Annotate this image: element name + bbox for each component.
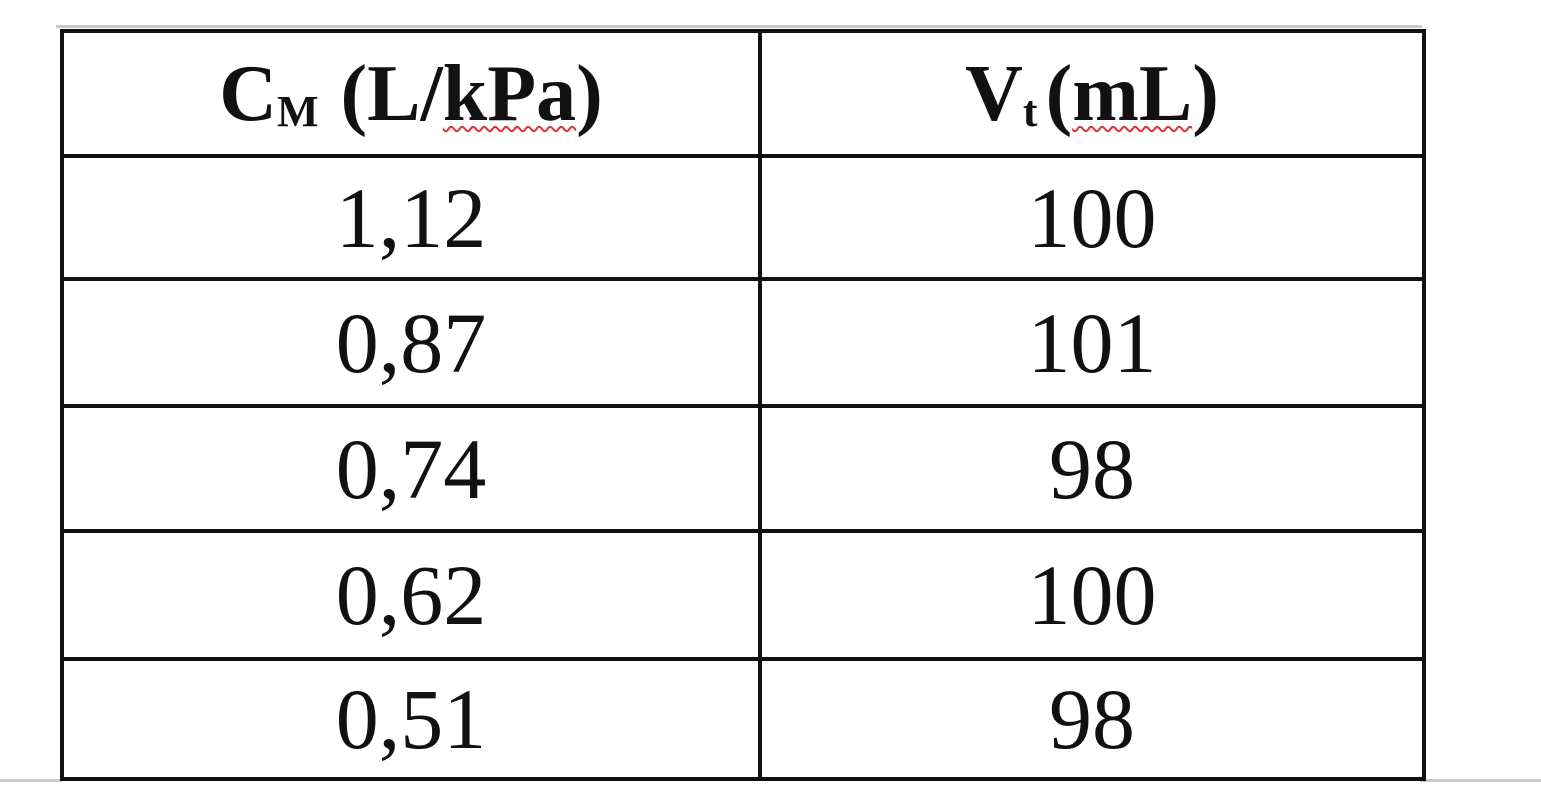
page-rule bbox=[1420, 779, 1541, 782]
table-cell: 100 bbox=[758, 529, 1426, 661]
table-cell: 98 bbox=[758, 657, 1426, 781]
table-row: 1,12 100 bbox=[60, 154, 1426, 281]
table-cell: 0,51 bbox=[60, 657, 762, 781]
unit: kPa bbox=[442, 49, 577, 138]
table-cell: 101 bbox=[758, 277, 1426, 408]
page-rule bbox=[0, 779, 62, 782]
table-row: 0,51 98 bbox=[60, 657, 1426, 781]
table-cell: 98 bbox=[758, 404, 1426, 533]
unit-close: ) bbox=[1192, 49, 1219, 138]
table-body: 1,12 100 0,87 101 0,74 98 0,62 100 0,51 98 bbox=[60, 154, 1426, 781]
table-cell: 0,74 bbox=[60, 404, 762, 533]
table-row: 0,74 98 bbox=[60, 404, 1426, 533]
unit-close: ) bbox=[576, 49, 603, 138]
symbol: C bbox=[219, 49, 277, 138]
subscript: t bbox=[1022, 86, 1038, 136]
header-row: CM (L/kPa) Vt (mL) bbox=[60, 29, 1426, 158]
page-rule bbox=[56, 25, 1422, 28]
subscript: M bbox=[277, 86, 319, 136]
data-table: CM (L/kPa) Vt (mL) 1,12 100 0,87 101 0,74 98 0,6… bbox=[60, 29, 1426, 781]
table-row: 0,62 100 bbox=[60, 529, 1426, 661]
unit-open: ( bbox=[1045, 49, 1073, 138]
table-row: 0,87 101 bbox=[60, 277, 1426, 408]
header-cell: CM (L/kPa) bbox=[60, 29, 762, 158]
unit-open: (L/ bbox=[340, 49, 443, 138]
table-cell: 0,62 bbox=[60, 529, 762, 661]
table-cell: 1,12 bbox=[60, 154, 762, 281]
table-cell: 100 bbox=[758, 154, 1426, 281]
symbol: V bbox=[965, 49, 1023, 138]
header-cell: Vt (mL) bbox=[758, 29, 1426, 158]
table-cell: 0,87 bbox=[60, 277, 762, 408]
unit: mL bbox=[1072, 49, 1193, 138]
